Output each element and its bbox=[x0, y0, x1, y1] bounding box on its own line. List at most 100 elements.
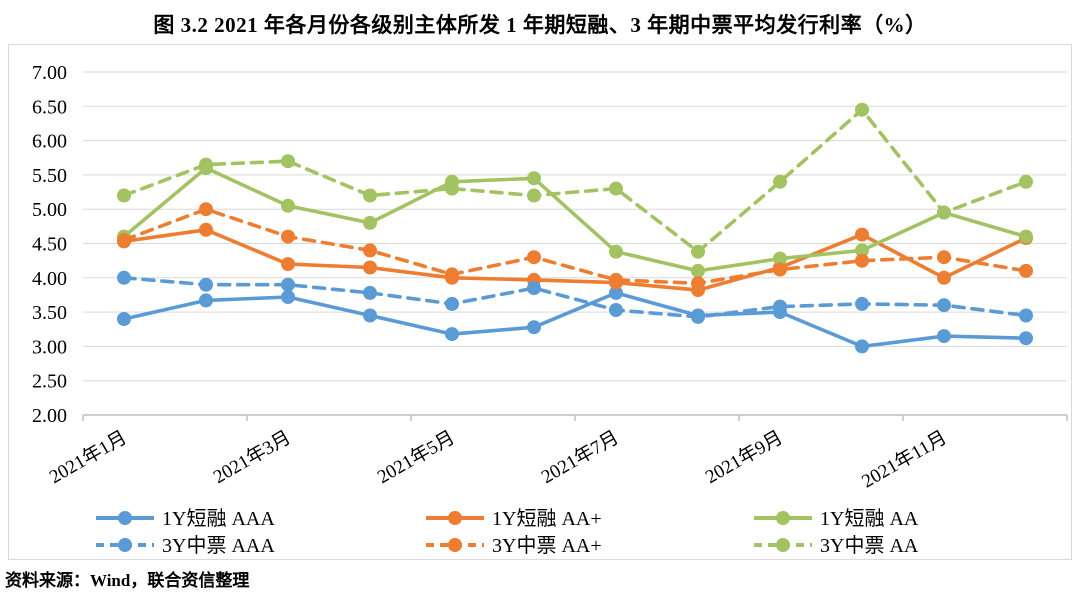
data-point-marker bbox=[691, 309, 705, 324]
x-axis-tick-label: 2021年5月 bbox=[373, 426, 458, 488]
legend-label: 3Y中票 AA+ bbox=[492, 534, 602, 557]
legend-item-5: 3Y中票 AA+ bbox=[426, 534, 602, 557]
data-point-marker bbox=[281, 257, 295, 272]
series-3 bbox=[117, 161, 1033, 278]
data-point-marker bbox=[527, 188, 541, 203]
x-axis-labels: 2021年1月 2021年3月 2021年5月 2021年7月 2021年9月 2021年… bbox=[45, 426, 950, 492]
data-point-marker bbox=[281, 198, 295, 213]
x-axis-tick-label: 2021年7月 bbox=[537, 426, 622, 488]
data-point-marker bbox=[445, 327, 459, 342]
series-5 bbox=[117, 202, 1033, 291]
legend-swatch-marker bbox=[118, 511, 132, 525]
data-point-marker bbox=[199, 222, 213, 237]
legend: 1Y短融 AAA 1Y短融 AA+ 1Y短融 AA 3Y中票 AAA 3Y中票 AA+ 3… bbox=[96, 507, 919, 557]
data-point-marker bbox=[117, 188, 131, 203]
data-point-marker bbox=[609, 244, 623, 259]
x-axis-tick-label: 2021年1月 bbox=[45, 426, 130, 488]
data-point-marker bbox=[363, 285, 377, 300]
data-point-marker bbox=[445, 296, 459, 311]
data-point-marker bbox=[1019, 229, 1033, 244]
data-point-marker bbox=[609, 303, 623, 317]
source-note: 资料来源：Wind，联合资信整理 bbox=[5, 571, 250, 590]
y-axis-tick-label: 3.00 bbox=[32, 336, 67, 358]
series-line-solid bbox=[122, 291, 1028, 349]
series-4 bbox=[117, 270, 1033, 324]
x-axis-tick-label: 2021年3月 bbox=[209, 426, 294, 488]
data-point-marker bbox=[691, 263, 705, 278]
data-point-marker bbox=[855, 339, 869, 354]
data-point-marker bbox=[609, 285, 623, 300]
line-chart: 7.00 6.50 6.00 5.50 5.00 4.50 4.00 3.50 3.00 2.50… bbox=[32, 62, 1068, 557]
data-point-marker bbox=[527, 320, 541, 335]
y-axis-tick-label: 6.50 bbox=[32, 96, 67, 118]
legend-item-4: 3Y中票 AAA bbox=[96, 534, 275, 557]
y-axis-tick-label: 2.00 bbox=[32, 405, 67, 427]
data-point-marker bbox=[1019, 174, 1033, 189]
data-point-marker bbox=[527, 250, 541, 265]
y-axis-tick-label: 5.50 bbox=[32, 165, 67, 187]
legend-item-1: 1Y短融 AAA bbox=[96, 507, 275, 530]
data-point-marker bbox=[937, 205, 951, 220]
y-axis-tick-label: 4.00 bbox=[32, 268, 67, 290]
data-point-marker bbox=[527, 281, 541, 296]
data-point-marker bbox=[691, 276, 705, 291]
data-point-marker bbox=[363, 308, 377, 323]
data-point-marker bbox=[363, 188, 377, 203]
series-line-dashed bbox=[122, 107, 1028, 254]
data-point-marker bbox=[855, 102, 869, 117]
data-point-marker bbox=[937, 298, 951, 313]
data-point-marker bbox=[117, 270, 131, 285]
y-axis-tick-label: 5.00 bbox=[32, 199, 67, 221]
data-point-marker bbox=[281, 229, 295, 244]
x-axis-tick-label: 2021年9月 bbox=[701, 426, 786, 488]
legend-item-2: 1Y短融 AA+ bbox=[426, 507, 602, 530]
y-axis-tick-label: 7.00 bbox=[32, 62, 67, 84]
data-point-marker bbox=[1019, 263, 1033, 278]
series-line-dashed bbox=[122, 207, 1028, 286]
legend-swatch-marker bbox=[776, 511, 790, 525]
data-point-marker bbox=[609, 181, 623, 196]
data-point-marker bbox=[773, 262, 787, 277]
data-point-marker bbox=[117, 233, 131, 248]
y-axis-tick-label: 2.50 bbox=[32, 371, 67, 393]
data-point-marker bbox=[773, 251, 787, 266]
legend-item-6: 3Y中票 AA bbox=[754, 534, 919, 557]
data-point-marker bbox=[199, 202, 213, 217]
data-point-marker bbox=[445, 181, 459, 196]
data-point-marker bbox=[281, 290, 295, 304]
data-point-marker bbox=[937, 329, 951, 344]
series-6 bbox=[117, 102, 1033, 259]
data-point-marker bbox=[855, 253, 869, 268]
data-point-marker bbox=[199, 293, 213, 308]
legend-item-3: 1Y短融 AA bbox=[754, 507, 919, 530]
data-point-marker bbox=[117, 312, 131, 326]
series-line-solid bbox=[122, 228, 1028, 292]
data-point-marker bbox=[445, 267, 459, 282]
y-axis-tick-label: 4.50 bbox=[32, 234, 67, 256]
legend-swatch-marker bbox=[118, 538, 132, 552]
data-point-marker bbox=[691, 244, 705, 259]
chart-title: 图 3.2 2021 年各月份各级别主体所发 1 年期短融、3 年期中票平均发行… bbox=[153, 13, 927, 37]
data-point-marker bbox=[855, 227, 869, 242]
legend-label: 3Y中票 AAA bbox=[162, 534, 275, 557]
x-axis bbox=[82, 414, 1068, 421]
data-point-marker bbox=[937, 250, 951, 265]
x-axis-tick-label: 2021年11月 bbox=[858, 426, 951, 492]
data-point-marker bbox=[363, 243, 377, 258]
data-point-marker bbox=[1019, 331, 1033, 346]
data-point-marker bbox=[363, 260, 377, 275]
y-axis-tick-label: 3.50 bbox=[32, 302, 67, 324]
legend-label: 1Y短融 AAA bbox=[162, 507, 275, 530]
data-point-marker bbox=[773, 299, 787, 314]
data-point-marker bbox=[937, 270, 951, 285]
data-point-marker bbox=[281, 277, 295, 292]
y-axis-tick-label: 6.00 bbox=[32, 131, 67, 153]
legend-swatch-marker bbox=[448, 538, 462, 552]
gridlines bbox=[83, 71, 1067, 416]
data-point-marker bbox=[363, 215, 377, 230]
y-axis-labels: 7.00 6.50 6.00 5.50 5.00 4.50 4.00 3.50 3.00 2.50… bbox=[32, 62, 67, 427]
chart-frame: 7.00 6.50 6.00 5.50 5.00 4.50 4.00 3.50 3.00 2.50… bbox=[8, 44, 1072, 560]
data-point-marker bbox=[1019, 308, 1033, 323]
data-point-marker bbox=[855, 296, 869, 311]
series-line-solid bbox=[122, 166, 1028, 273]
